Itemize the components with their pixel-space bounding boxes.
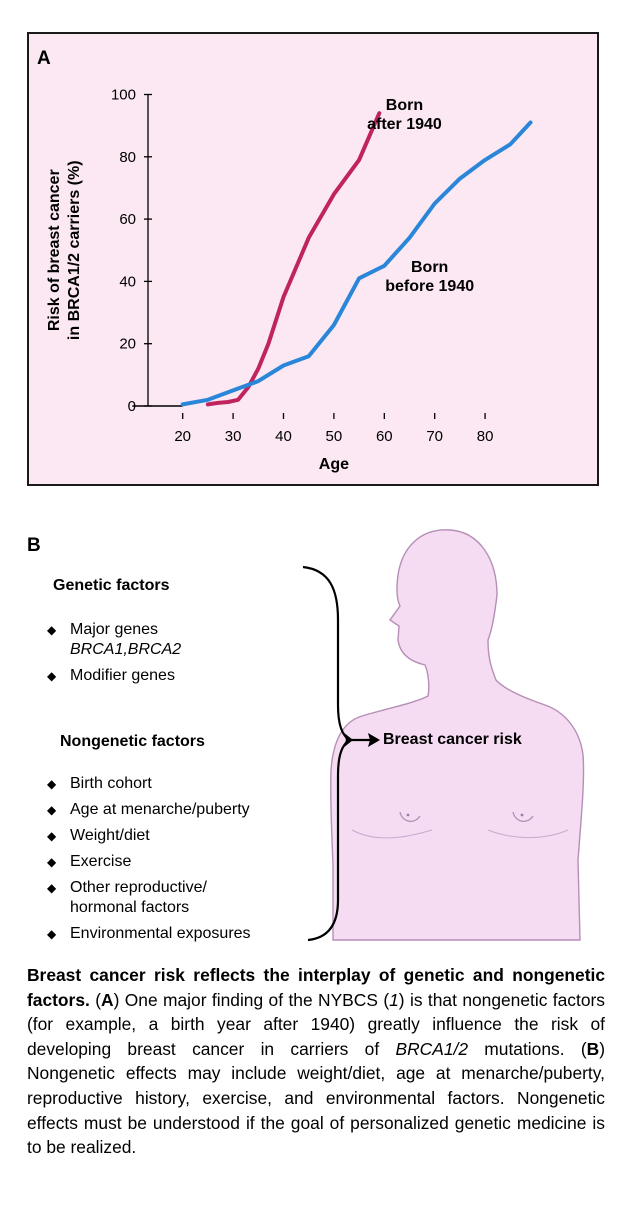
x-axis-label: Age [319, 456, 349, 473]
caption-text: ) Nongenetic effects may include weight/… [27, 1038, 605, 1158]
list-item: ◆ Major genes BRCA1,BRCA2 [43, 620, 313, 660]
factor-label: Weight/diet [70, 827, 150, 844]
diamond-bullet-icon: ◆ [47, 829, 57, 843]
panel-a: A 0 20 40 60 80 100 20 30 40 50 60 70 80 Age Risk of br… [27, 32, 599, 486]
caption-text: ) is that nongenetic factors (for exampl… [27, 989, 605, 1059]
caption-text: mutations. ( [468, 1038, 587, 1059]
right-nipple-icon [512, 811, 534, 822]
y-axis-label: in BRCA1/2 carriers (%) [66, 160, 83, 340]
caption-panel-ref: B [586, 1038, 600, 1059]
caption-title: Breast cancer risk reflects the interpla… [27, 965, 605, 1010]
factor-label: Birth cohort [70, 775, 152, 792]
caption-text: ) One major finding of the NYBCS ( [113, 989, 390, 1010]
caption-citation: 1 [389, 989, 399, 1010]
x-tick-label: 60 [376, 428, 393, 445]
y-tick-label: 0 [128, 398, 136, 415]
x-tick-label: 30 [225, 428, 242, 445]
diamond-bullet-icon: ◆ [47, 669, 57, 683]
diamond-bullet-icon: ◆ [47, 777, 57, 791]
x-tick-label: 20 [174, 428, 191, 445]
diamond-bullet-icon: ◆ [47, 927, 57, 941]
list-item: ◆ Environmental exposures [43, 924, 333, 944]
factor-label: Major genes [70, 621, 159, 638]
left-chest-fold [351, 829, 433, 839]
diamond-bullet-icon: ◆ [47, 881, 57, 895]
y-tick-label: 100 [111, 87, 136, 104]
diamond-bullet-icon: ◆ [47, 855, 57, 869]
y-tick-label: 60 [119, 211, 136, 228]
factor-label: Other reproductive/ [70, 879, 207, 896]
series-label-before-1940: before 1940 [385, 278, 474, 295]
series-label-after-1940: after 1940 [367, 116, 442, 133]
factor-label: Age at menarche/puberty [70, 801, 250, 818]
list-item: ◆ Age at menarche/puberty [43, 800, 333, 820]
factor-sublabel: BRCA1,BRCA2 [70, 641, 182, 658]
left-nipple-icon [399, 811, 421, 822]
figure-caption: Breast cancer risk reflects the interpla… [27, 963, 605, 1160]
factor-sublabel: hormonal factors [70, 899, 190, 916]
genetic-factors-title: Genetic factors [53, 577, 170, 594]
caption-text: ( [89, 989, 102, 1010]
nongenetic-factors-list: ◆ Birth cohort ◆ Age at menarche/puberty… [43, 774, 333, 950]
x-tick-label: 80 [477, 428, 494, 445]
list-item: ◆ Birth cohort [43, 774, 333, 794]
arrowhead-icon [368, 733, 380, 747]
y-tick-label: 40 [119, 273, 136, 290]
list-item: ◆ Exercise [43, 852, 333, 872]
right-nipple-dot-icon [520, 813, 524, 817]
list-item: ◆ Other reproductive/ hormonal factors [43, 878, 333, 918]
factor-label: Modifier genes [70, 667, 175, 684]
diamond-bullet-icon: ◆ [47, 623, 57, 637]
nongenetic-factors-title: Nongenetic factors [60, 733, 205, 750]
genetic-factors-list: ◆ Major genes BRCA1,BRCA2 ◆ Modifier gen… [43, 620, 313, 692]
y-tick-label: 80 [119, 149, 136, 166]
x-tick-label: 70 [426, 428, 443, 445]
figure-illustration [302, 529, 585, 942]
factor-label: Exercise [70, 853, 132, 870]
caption-panel-ref: A [101, 989, 114, 1010]
left-nipple-dot-icon [406, 813, 410, 817]
series-line-born-after-1940 [205, 111, 382, 407]
caption-gene-name: BRCA1/2 [395, 1038, 469, 1059]
panel-b-label: B [27, 535, 41, 556]
list-item: ◆ Modifier genes [43, 666, 313, 686]
right-chest-fold [487, 829, 569, 838]
factor-label: Environmental exposures [70, 925, 251, 942]
series-label-after-1940: Born [386, 97, 423, 114]
breast-cancer-risk-label: Breast cancer risk [383, 731, 522, 748]
y-tick-label: 20 [119, 336, 136, 353]
series-label-before-1940: Born [411, 259, 448, 276]
risk-chart: A 0 20 40 60 80 100 20 30 40 50 60 70 80 Age Risk of br… [37, 48, 533, 473]
female-torso-silhouette [330, 529, 585, 941]
list-item: ◆ Weight/diet [43, 826, 333, 846]
x-tick-label: 40 [275, 428, 292, 445]
factor-brace [302, 565, 380, 942]
panel-a-label: A [37, 48, 51, 69]
x-tick-label: 50 [326, 428, 343, 445]
diamond-bullet-icon: ◆ [47, 803, 57, 817]
y-axis-label: Risk of breast cancer [46, 169, 63, 331]
series-line-born-before-1940 [180, 120, 533, 407]
